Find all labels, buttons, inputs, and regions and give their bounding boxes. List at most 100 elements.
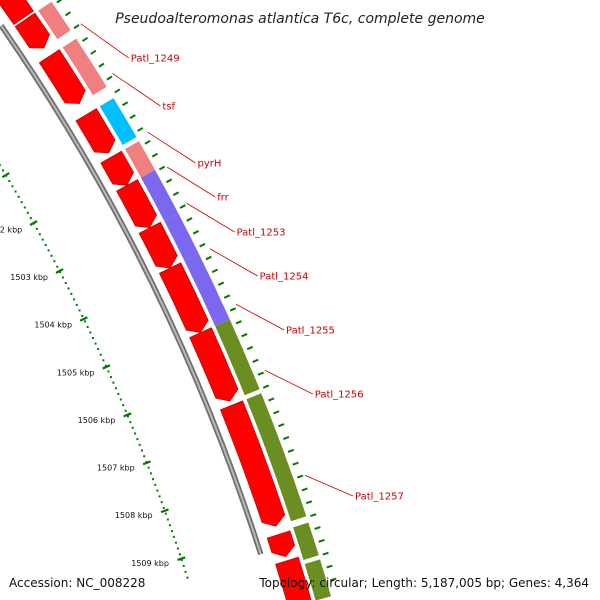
- scale-dot: [134, 432, 137, 435]
- scale-dot: [117, 392, 120, 395]
- scale-dot: [29, 217, 32, 220]
- scale-dot: [0, 164, 1, 167]
- scale-dot: [50, 254, 53, 257]
- scale-dot: [86, 325, 89, 328]
- scale-dot: [178, 553, 181, 556]
- gene-label: Patl_1257: [355, 492, 404, 503]
- outer-tick: [158, 165, 166, 171]
- cog-segment: [293, 522, 319, 560]
- outer-tick: [278, 423, 285, 428]
- scale-dot: [91, 337, 94, 340]
- gene-leader-line: [147, 131, 196, 164]
- scale-dot: [23, 206, 26, 209]
- scale-dot: [59, 271, 62, 274]
- scale-dot: [164, 512, 167, 515]
- scale-dot: [78, 309, 81, 312]
- outer-tick: [205, 255, 212, 261]
- scale-dot: [75, 303, 78, 306]
- scale-dot: [138, 443, 141, 446]
- scale-dot: [112, 381, 115, 384]
- gene-label: frr: [217, 193, 229, 204]
- scale-dot: [182, 564, 185, 567]
- scale-dot: [67, 287, 70, 290]
- scale-dot: [107, 370, 110, 373]
- outer-tick: [137, 127, 144, 132]
- outer-tick: [114, 88, 121, 94]
- scale-dot: [147, 466, 150, 469]
- scale-dot: [104, 364, 107, 367]
- scale-dot: [122, 404, 125, 407]
- cds-arrow: [0, 0, 34, 26]
- outer-tick: [262, 384, 270, 389]
- scale-dot: [2, 169, 5, 172]
- outer-tick: [310, 513, 317, 518]
- scale-dot: [184, 570, 187, 573]
- cog-segment: [304, 559, 331, 600]
- scale-dot: [114, 387, 117, 390]
- scale-dot: [99, 353, 102, 356]
- outer-tick: [282, 436, 290, 440]
- gene-label: Patl_1254: [260, 272, 309, 283]
- scale-dot: [136, 438, 139, 441]
- outer-tick: [296, 474, 304, 479]
- outer-tick: [273, 410, 280, 415]
- cog-segment: [215, 319, 260, 396]
- outer-tick: [257, 371, 264, 376]
- gene-label: pyrH: [198, 159, 222, 170]
- scale-dot: [168, 524, 171, 527]
- scale-dot: [41, 238, 44, 241]
- scale-dot: [129, 421, 132, 424]
- scale-dot: [152, 478, 155, 481]
- cds-arrow: [138, 221, 178, 269]
- outer-tick: [192, 230, 200, 235]
- scale-dot: [143, 455, 146, 458]
- outer-tick: [186, 217, 193, 222]
- ruler-tick: [1, 172, 10, 179]
- ruler-tick: [123, 412, 132, 418]
- ruler-tick-label: 1508 kbp: [115, 511, 153, 520]
- scale-dot: [47, 249, 50, 252]
- outer-tick: [56, 0, 63, 4]
- outer-tick: [199, 242, 206, 248]
- scale-dot: [11, 185, 14, 188]
- scale-dot: [89, 331, 92, 334]
- cds-arrow: [266, 530, 296, 557]
- scale-dot: [102, 359, 105, 362]
- gene-label: Patl_1249: [131, 54, 180, 65]
- cog-segment: [125, 141, 155, 178]
- cog-track: [38, 1, 331, 600]
- cds-arrow: [14, 12, 50, 49]
- cog-segment: [141, 169, 179, 221]
- ruler-tick: [29, 220, 38, 226]
- cds-arrow: [38, 49, 86, 104]
- backbone-highlight: [0, 25, 262, 555]
- cog-segment: [62, 38, 107, 96]
- ruler-tick-label: 1504 kbp: [34, 321, 72, 330]
- ruler-tick-label: 1506 kbp: [78, 416, 116, 425]
- ruler-tick-label: 1502 kbp: [0, 225, 22, 234]
- outer-tick: [172, 191, 180, 197]
- cog-segment: [99, 98, 137, 145]
- outer-tick: [322, 551, 329, 556]
- scale-dot: [180, 559, 183, 562]
- scale-dot: [20, 201, 23, 204]
- map-title: Pseudoalteromonas atlantica T6c, complet…: [115, 11, 485, 27]
- cds-arrow: [158, 262, 209, 333]
- ruler-tick-label: 1505 kbp: [57, 368, 95, 377]
- outer-tick: [122, 101, 129, 107]
- gene-label: Patl_1255: [286, 326, 335, 337]
- cds-arrow: [189, 327, 239, 402]
- scale-dot: [127, 415, 130, 418]
- scale-dot: [44, 244, 47, 247]
- scale-dot: [156, 489, 159, 492]
- outer-tick: [246, 345, 254, 351]
- scale-dot: [119, 398, 122, 401]
- cog-segment: [38, 1, 71, 40]
- genome-backbone: [0, 24, 264, 556]
- outer-tick: [217, 281, 225, 286]
- cds-arrow: [220, 400, 286, 527]
- gene-leader-line: [264, 369, 313, 395]
- ruler-tick: [160, 508, 169, 514]
- gene-leader-line: [209, 248, 258, 277]
